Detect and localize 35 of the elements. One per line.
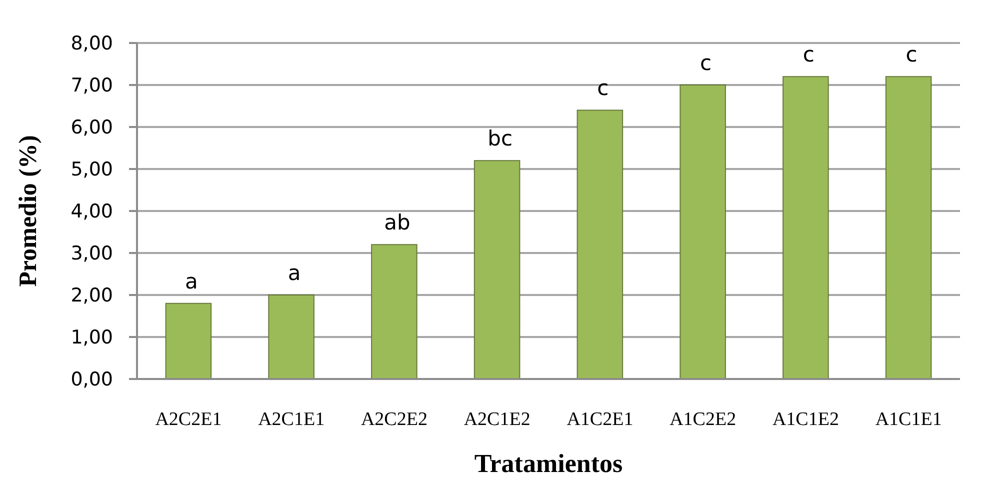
bar — [680, 84, 726, 380]
y-tick-label: 8,00 — [70, 32, 113, 55]
y-axis-title: Promedio (%) — [15, 135, 42, 287]
x-tick-label: A1C2E1 — [566, 409, 634, 430]
y-tick-label: 2,00 — [70, 284, 113, 307]
y-tick-label: 0,00 — [70, 368, 113, 391]
y-tick-label: 1,00 — [70, 326, 113, 349]
annotation: a — [288, 261, 301, 285]
y-tick-label: 7,00 — [70, 74, 113, 97]
bar — [268, 294, 314, 380]
annotation: c — [906, 42, 918, 67]
bar — [371, 244, 418, 380]
bar — [885, 76, 932, 380]
x-tick-label: A2C1E1 — [258, 409, 325, 430]
bar — [576, 110, 624, 380]
bar — [782, 76, 829, 380]
bar — [474, 160, 520, 380]
annotation: c — [802, 42, 814, 67]
y-tick-label: 3,00 — [70, 242, 113, 265]
annotation: ab — [384, 210, 410, 235]
annotation: a — [185, 269, 198, 294]
y-tick-label: 6,00 — [70, 116, 113, 139]
x-axis-title: Tratamientos — [474, 449, 623, 478]
x-tick-label: A2C1E2 — [464, 409, 530, 430]
x-tick-label: A1C2E2 — [670, 409, 736, 430]
annotation: c — [700, 51, 712, 75]
y-tick-label: 5,00 — [70, 158, 113, 181]
bar — [165, 302, 212, 380]
x-tick-label: A2C2E2 — [360, 409, 428, 430]
x-tick-label: A2C2E1 — [155, 409, 222, 430]
x-tick-label: A1C1E2 — [772, 409, 839, 430]
y-tick-label: 4,00 — [70, 200, 113, 223]
annotation: bc — [488, 126, 513, 151]
annotation: c — [597, 76, 609, 100]
x-tick-label: A1C1E1 — [875, 409, 942, 430]
